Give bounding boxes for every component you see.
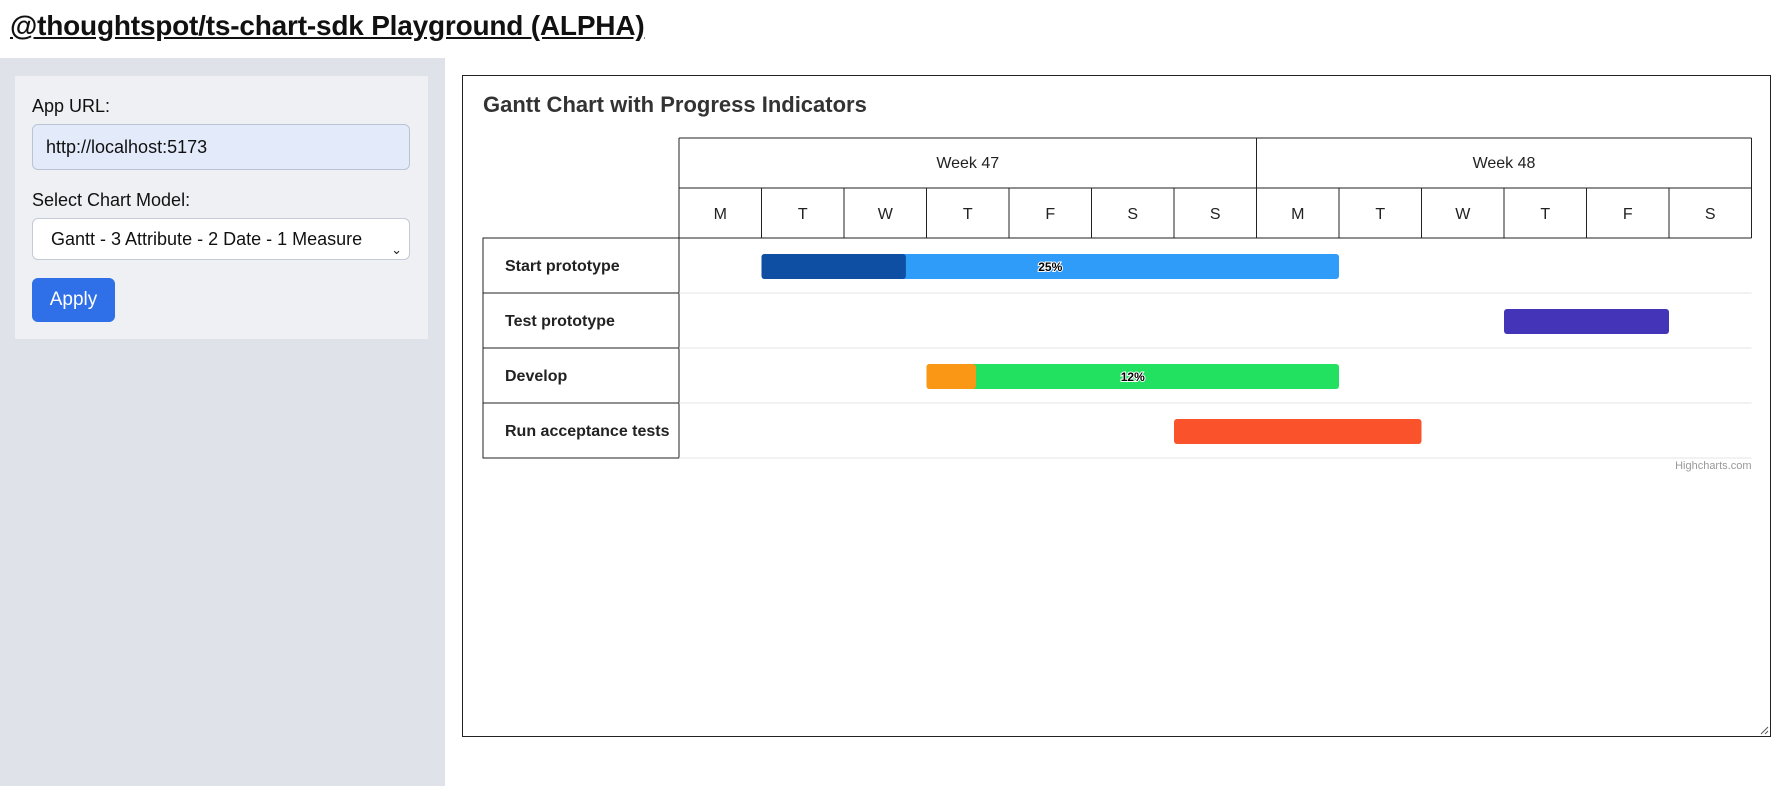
day-label: S (1210, 206, 1221, 223)
gantt-chart: Gantt Chart with Progress Indicators Week… (482, 92, 1752, 472)
chart-model-select[interactable]: Gantt - 3 Attribute - 2 Date - 1 Measure… (32, 218, 410, 260)
week-label: Week 47 (936, 155, 999, 172)
day-label: S (1127, 206, 1138, 223)
task-progress-label: 12% (1121, 370, 1145, 384)
day-label: T (1375, 206, 1385, 223)
task-bar (926, 364, 1339, 389)
task-label: Develop (505, 368, 567, 385)
app-url-label: App URL: (32, 96, 111, 116)
task-bar (1174, 419, 1422, 444)
chart-credit: Highcharts.com (1675, 460, 1751, 472)
task-bar (1504, 309, 1669, 334)
day-label: S (1705, 206, 1716, 223)
task-label: Start prototype (505, 258, 620, 275)
chart-title: Gantt Chart with Progress Indicators (483, 92, 867, 117)
day-label: W (1455, 206, 1471, 223)
sidebar: App URL: Select Chart Model: Gantt - 3 A… (0, 58, 445, 786)
task-progress-label: 25% (1038, 260, 1062, 274)
task-label: Run acceptance tests (505, 423, 670, 440)
chart-container: Gantt Chart with Progress Indicators Week… (462, 75, 1771, 737)
day-label: M (714, 206, 727, 223)
settings-panel: App URL: Select Chart Model: Gantt - 3 A… (15, 76, 428, 339)
task-progress-fill (761, 254, 906, 279)
day-label: T (798, 206, 808, 223)
day-label: F (1623, 206, 1633, 223)
chart-model-label: Select Chart Model: (32, 190, 191, 210)
chevron-down-icon: ⌄ (391, 242, 402, 257)
day-label: W (878, 206, 894, 223)
task-progress-fill (926, 364, 976, 389)
day-label: T (1540, 206, 1550, 223)
resize-handle-icon[interactable] (1759, 725, 1769, 735)
apply-button[interactable]: Apply (32, 278, 115, 322)
chart-model-selected-value: Gantt - 3 Attribute - 2 Date - 1 Measure (51, 229, 363, 249)
week-label: Week 48 (1473, 155, 1536, 172)
task-label: Test prototype (505, 313, 615, 330)
day-label: F (1045, 206, 1055, 223)
app-url-input[interactable] (32, 124, 410, 170)
day-label: T (963, 206, 973, 223)
page-title: @thoughtspot/ts-chart-sdk Playground (AL… (10, 10, 645, 41)
day-label: M (1291, 206, 1304, 223)
